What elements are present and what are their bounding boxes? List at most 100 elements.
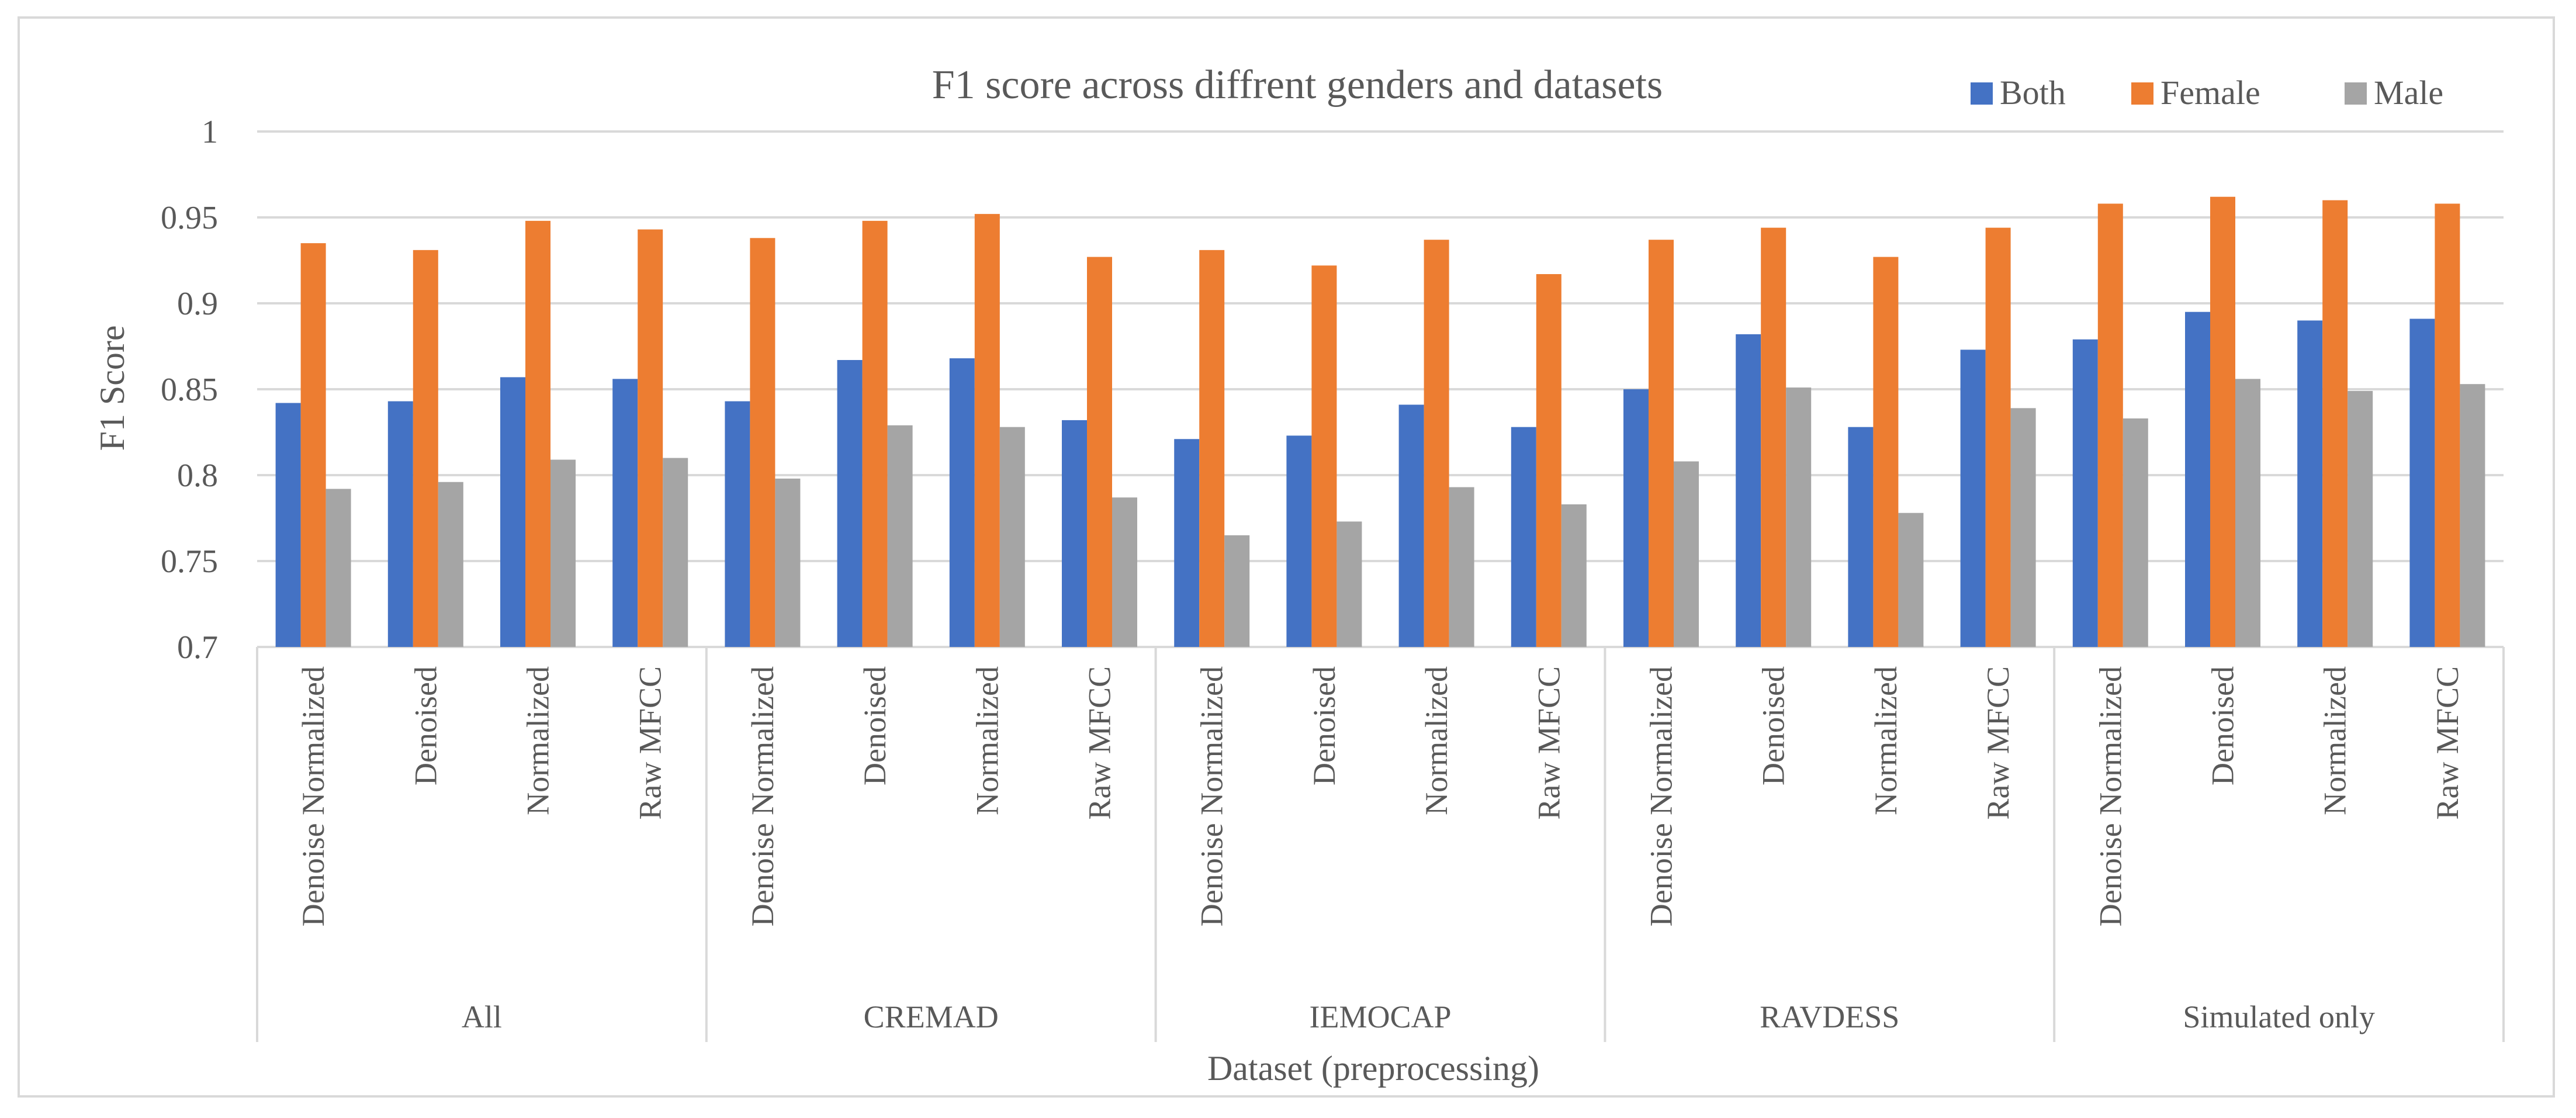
- bar-female: [300, 243, 326, 648]
- x-group-label: IEMOCAP: [1309, 999, 1451, 1034]
- bar-both: [612, 379, 638, 647]
- bar-female: [638, 229, 663, 648]
- bar-male: [2010, 408, 2036, 647]
- x-category-label: Normalized: [2318, 666, 2353, 815]
- bar-male: [1561, 504, 1587, 647]
- bar-female: [1649, 240, 1674, 648]
- bar-female: [1985, 227, 2011, 647]
- bar-male: [1449, 487, 1474, 647]
- x-category-label: Denoised: [2205, 666, 2241, 785]
- x-axis: Denoise Normalized Denoised Normalized Raw …: [256, 647, 2505, 1042]
- x-category-label: Denoise Normalized: [2093, 666, 2128, 926]
- bar-both: [500, 377, 525, 647]
- bars: [275, 196, 2485, 648]
- chart-title: F1 score across diffrent genders and dat…: [932, 63, 1663, 108]
- y-tick-label: 0.95: [161, 200, 218, 236]
- x-category-label: Raw MFCC: [1082, 666, 1117, 820]
- legend-label-female: Female: [2160, 74, 2260, 112]
- bar-both: [1623, 389, 1649, 647]
- bar-both: [1960, 349, 1986, 647]
- bar-both: [275, 403, 301, 647]
- x-group-label: CREMAD: [864, 999, 999, 1034]
- x-category-label: Denoised: [408, 666, 443, 785]
- bar-female: [862, 220, 888, 647]
- y-tick-label: 0.75: [161, 544, 218, 580]
- bar-male: [663, 458, 688, 647]
- y-tick-label: 0.85: [161, 372, 218, 408]
- bar-female: [2322, 200, 2348, 648]
- bar-female: [974, 214, 1000, 647]
- gridlines: [257, 130, 2504, 648]
- bar-both: [2072, 339, 2098, 647]
- x-category-label: Denoise Normalized: [1644, 666, 1679, 926]
- y-axis-title: F1 Score: [93, 326, 131, 451]
- bar-both: [1398, 404, 1424, 647]
- x-category-label: Denoise Normalized: [745, 666, 780, 926]
- bar-male: [1337, 521, 1362, 647]
- bar-male: [2348, 390, 2373, 647]
- bar-male: [1898, 513, 1924, 647]
- bar-female: [525, 220, 550, 647]
- bar-female: [1424, 240, 1449, 648]
- bar-male: [2123, 418, 2148, 647]
- bar-male: [438, 482, 463, 647]
- bar-male: [775, 478, 801, 647]
- bar-both: [1736, 334, 1761, 647]
- bar-female: [1199, 250, 1225, 647]
- x-category-label: Denoise Normalized: [1194, 666, 1230, 926]
- bar-female: [750, 238, 775, 647]
- bar-female: [2435, 203, 2460, 648]
- bar-female: [1761, 227, 1786, 647]
- bar-female: [2210, 196, 2235, 648]
- x-category-label: Denoised: [1756, 666, 1791, 785]
- x-category-label: Raw MFCC: [2430, 666, 2465, 820]
- x-group-label: Simulated only: [2183, 999, 2374, 1034]
- y-tick-label: 0.7: [177, 629, 218, 666]
- legend-swatch-both: [1971, 82, 1993, 105]
- bar-both: [2297, 320, 2323, 647]
- bar-female: [1536, 274, 1561, 647]
- bar-both: [949, 358, 975, 647]
- legend-label-male: Male: [2374, 74, 2443, 112]
- y-tick-label: 0.9: [177, 286, 218, 322]
- bar-female: [1087, 257, 1112, 647]
- bar-male: [1224, 535, 1250, 647]
- bar-male: [326, 489, 351, 647]
- x-category-label: Denoised: [857, 666, 892, 785]
- bar-male: [550, 459, 576, 647]
- y-tick-label: 0.8: [177, 458, 218, 494]
- bar-male: [999, 427, 1025, 647]
- legend-label-both: Both: [2000, 74, 2066, 112]
- x-category-label: Raw MFCC: [1981, 666, 2016, 820]
- x-group-label: RAVDESS: [1760, 999, 1899, 1034]
- bar-female: [1311, 265, 1337, 647]
- bar-male: [2460, 384, 2485, 647]
- bar-both: [1062, 420, 1087, 647]
- y-axis-ticks: 0.7 0.75 0.8 0.85 0.9 0.95 1: [161, 114, 218, 666]
- bar-female: [1873, 257, 1899, 647]
- bar-both: [1286, 435, 1312, 647]
- x-category-label: Normalized: [970, 666, 1005, 815]
- bar-female: [2097, 203, 2123, 648]
- bar-both: [1848, 427, 1874, 647]
- legend-swatch-male: [2345, 82, 2367, 105]
- x-category-label: Denoise Normalized: [296, 666, 331, 926]
- x-category-label: Raw MFCC: [633, 666, 668, 820]
- x-category-label: Normalized: [521, 666, 556, 815]
- bar-both: [725, 401, 750, 647]
- bar-male: [1786, 387, 1812, 647]
- bar-male: [1112, 497, 1137, 647]
- x-group-label: All: [462, 999, 502, 1034]
- bar-female: [413, 250, 438, 647]
- bar-both: [387, 401, 413, 647]
- bar-male: [887, 425, 913, 647]
- bar-male: [2235, 379, 2260, 647]
- legend-swatch-female: [2131, 82, 2153, 105]
- x-category-label: Denoised: [1307, 666, 1342, 785]
- x-category-label: Raw MFCC: [1531, 666, 1566, 820]
- bar-both: [1511, 427, 1536, 647]
- y-tick-label: 1: [202, 114, 218, 150]
- x-category-label: Normalized: [1419, 666, 1454, 815]
- bar-both: [2409, 319, 2435, 647]
